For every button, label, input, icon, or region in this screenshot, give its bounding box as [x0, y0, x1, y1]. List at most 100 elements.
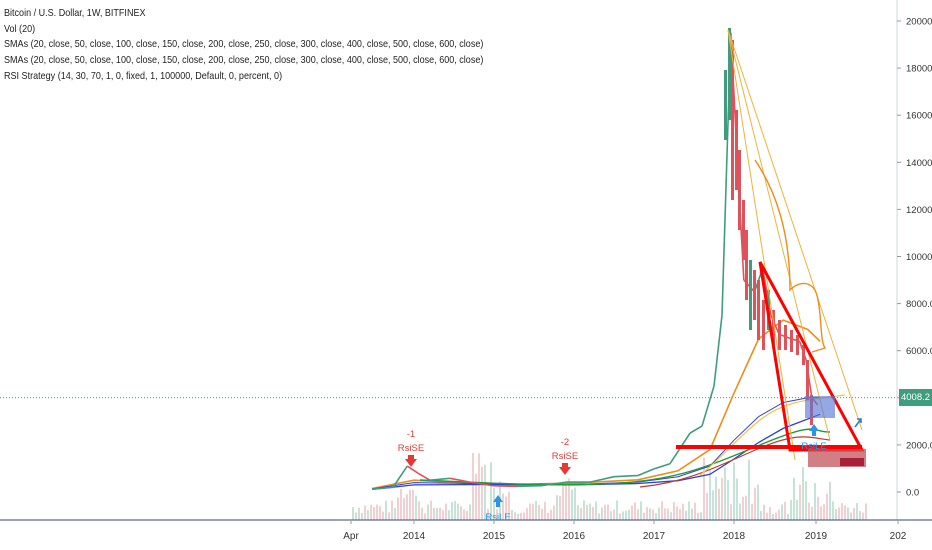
x-tick-label: 2017	[643, 531, 666, 542]
volume-bar	[673, 502, 675, 520]
volume-bar	[805, 481, 807, 520]
volume-bar	[436, 507, 438, 520]
volume-bar	[709, 470, 711, 520]
rsi-sell-count: -1	[407, 429, 415, 440]
volume-bar	[685, 510, 687, 520]
volume-bar	[451, 501, 453, 520]
volume-bar	[439, 507, 441, 520]
price-segment	[469, 481, 495, 487]
volume-bar	[367, 510, 369, 520]
volume-bar	[559, 496, 561, 520]
volume-bar	[637, 509, 639, 520]
volume-bar	[370, 504, 372, 520]
volume-bar	[763, 504, 765, 520]
price-segment	[541, 481, 567, 487]
volume-bar	[514, 512, 516, 520]
y-tick-label: 14000.0	[906, 158, 932, 169]
volume-bar	[607, 504, 609, 520]
volume-bar	[715, 476, 717, 520]
y-tick-label: 16000.0	[906, 111, 932, 122]
volume-bar	[733, 462, 735, 520]
volume-bar	[553, 505, 555, 520]
volume-bar	[511, 509, 513, 520]
volume-bar	[841, 503, 843, 520]
volume-bar	[736, 478, 738, 520]
volume-bar	[583, 500, 585, 520]
volume-bar	[718, 488, 720, 520]
volume-bar	[433, 507, 435, 520]
price-segment	[371, 486, 394, 490]
price-segment	[449, 477, 471, 483]
volume-bar	[400, 489, 402, 520]
y-tick-label: 18000.0	[906, 64, 932, 75]
volume-bar	[847, 507, 849, 520]
x-tick-label: 2019	[805, 531, 828, 542]
volume-bar	[712, 490, 714, 520]
volume-bar	[478, 453, 480, 520]
volume-bar	[652, 509, 654, 520]
volume-bar	[613, 509, 615, 520]
volume-bar	[523, 512, 525, 520]
volume-bar	[598, 513, 600, 520]
volume-bar	[622, 511, 624, 520]
volume-bar	[547, 513, 549, 520]
price-segment	[637, 468, 655, 477]
sma-line-red	[639, 436, 831, 488]
rsi-sell-label: RsiSE	[552, 451, 578, 462]
candle	[753, 270, 756, 320]
volume-bar	[757, 484, 759, 520]
volume-bar	[586, 504, 588, 520]
volume-bar	[700, 512, 702, 520]
price-segment	[589, 475, 615, 483]
y-tick-label: 20000.0	[906, 17, 932, 28]
volume-bar	[493, 488, 495, 520]
volume-bar	[625, 510, 627, 520]
volume-bar	[778, 509, 780, 520]
legend-smas-2: SMAs (20, close, 50, close, 100, close, …	[4, 54, 484, 67]
price-segment	[689, 425, 703, 434]
price-segment	[406, 465, 419, 474]
volume-bar	[382, 511, 384, 520]
candle	[728, 28, 731, 120]
candle	[731, 40, 734, 200]
volume-bar	[358, 507, 360, 520]
rsi-buy-arrow	[809, 424, 819, 436]
x-tick-label: 202	[890, 531, 907, 542]
volume-bar	[472, 452, 474, 520]
price-segment	[653, 462, 671, 470]
candle	[772, 310, 775, 345]
volume-bar	[787, 513, 789, 520]
volume-bar	[388, 512, 390, 520]
volume-bar	[412, 489, 414, 520]
volume-bar	[751, 503, 753, 520]
rsi-buy-label: RsiLE	[801, 441, 826, 452]
y-tick-label: 6000.0	[906, 346, 932, 357]
volume-bar	[748, 459, 750, 520]
volume-bar	[829, 481, 831, 520]
volume-bar	[469, 504, 471, 520]
volume-bar	[730, 504, 732, 520]
volume-bar	[403, 498, 405, 520]
volume-bar	[538, 505, 540, 520]
volume-bar	[466, 510, 468, 520]
volume-bar	[649, 508, 651, 520]
price-segment	[417, 472, 431, 481]
trend-line-1	[727, 29, 831, 441]
volume-bar	[682, 503, 684, 520]
strategy-annotations: -1 RsiSE -2 RsiSE RsiLE RsiLE	[398, 424, 827, 523]
volume-bar	[796, 499, 798, 520]
volume-bar	[508, 491, 510, 520]
volume-bar	[820, 506, 822, 520]
projection-arrow	[854, 418, 862, 428]
volume-bar	[808, 502, 810, 520]
volume-bar	[526, 508, 528, 520]
volume-bar	[595, 501, 597, 520]
sma-line-green	[419, 428, 831, 486]
volume-bar	[679, 509, 681, 520]
volume-bar	[844, 505, 846, 520]
candle	[762, 300, 765, 350]
volume-bar	[772, 513, 774, 520]
volume-bar	[781, 504, 783, 520]
volume-bar	[562, 484, 564, 520]
